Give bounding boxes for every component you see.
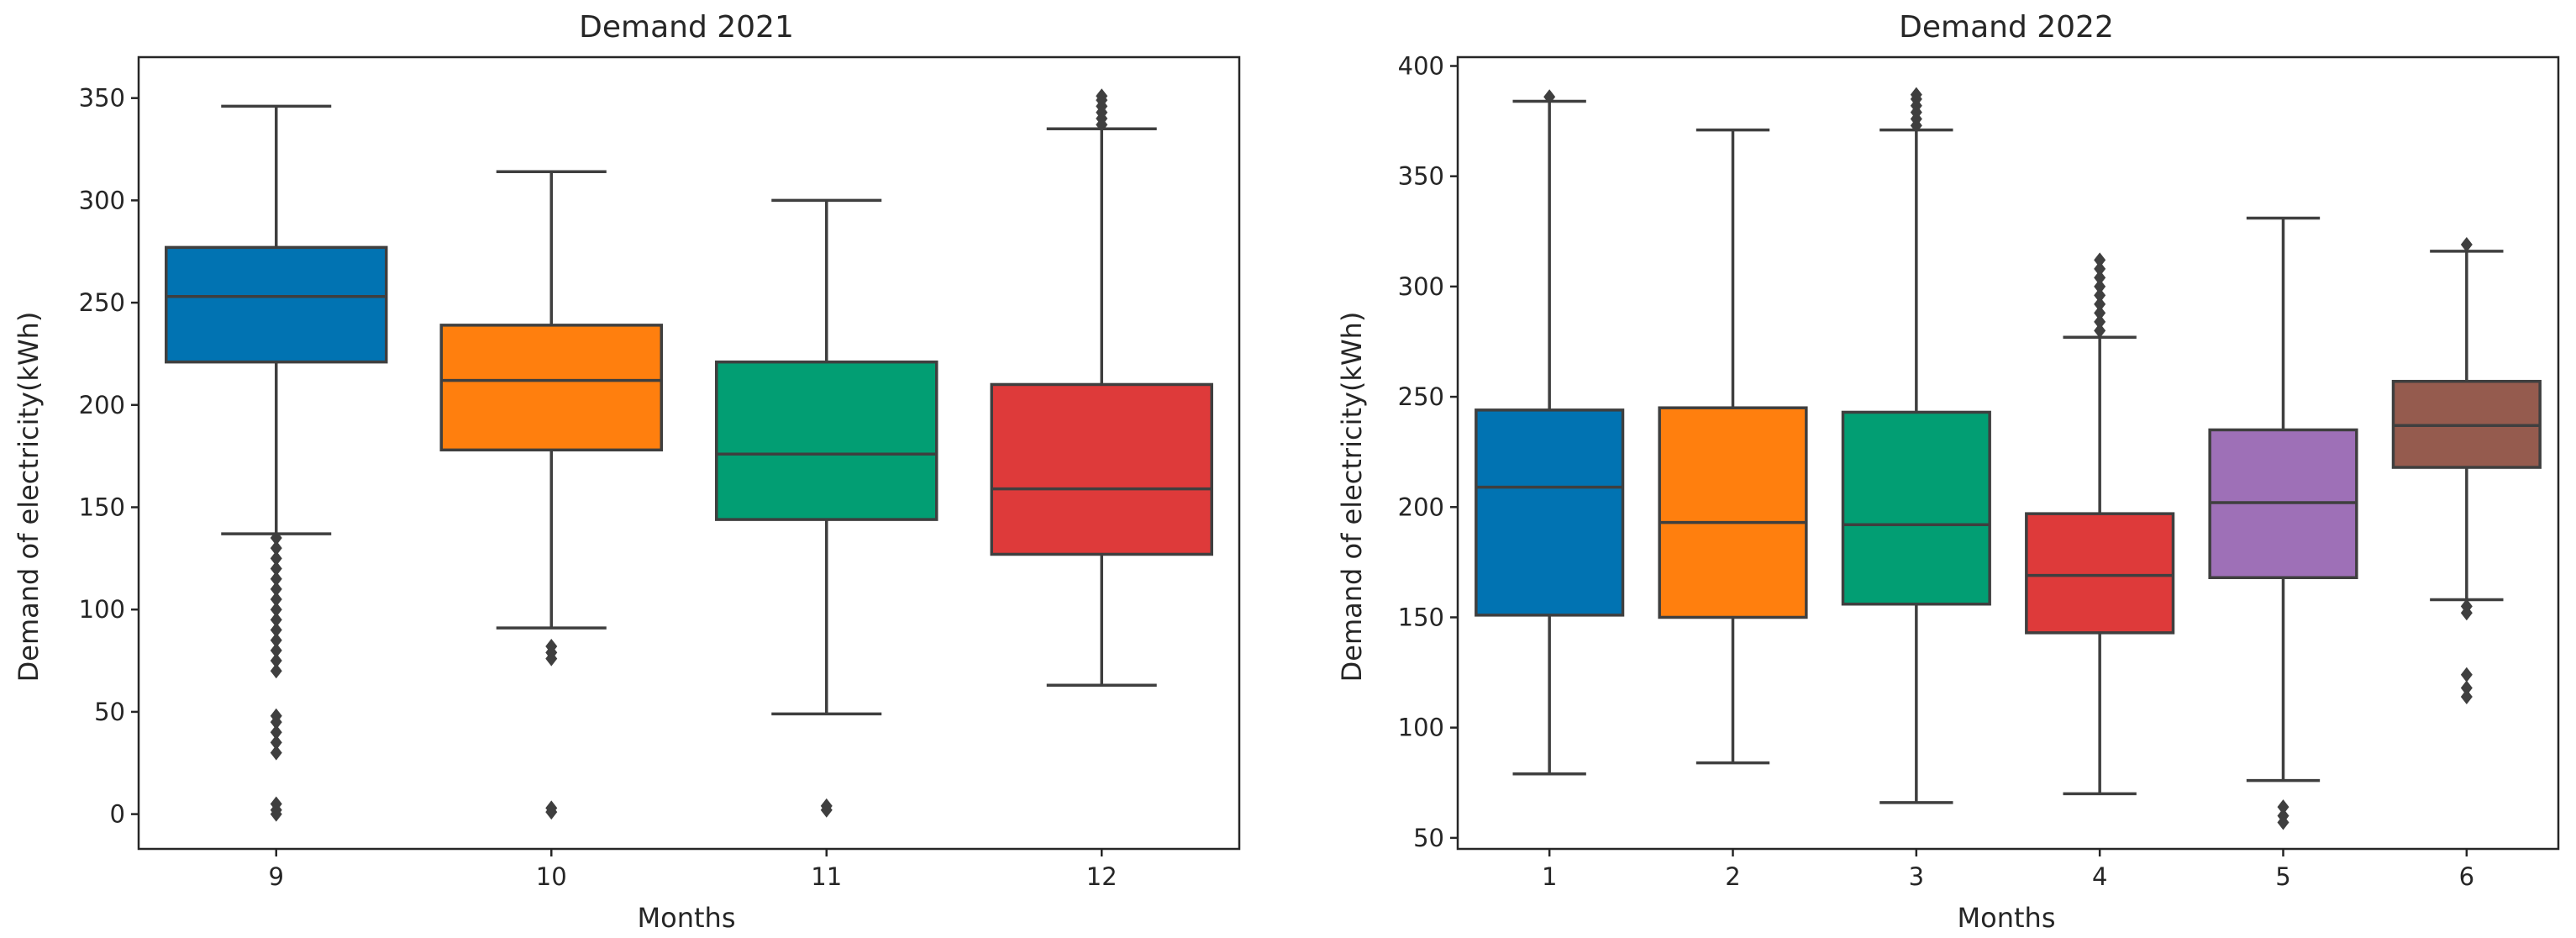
outlier-point: [270, 663, 282, 679]
outlier-point: [2277, 814, 2289, 830]
y-tick-label: 250: [79, 288, 125, 317]
box-month-4: [2025, 252, 2175, 796]
y-tick-label: 300: [1398, 272, 1444, 301]
box-iqr: [1658, 406, 1808, 619]
y-tick-label: 0: [110, 800, 125, 829]
outlier-point: [270, 581, 282, 597]
box-month-5: [2208, 216, 2358, 830]
y-tick-label: 100: [79, 595, 125, 624]
y-tick-label: 50: [1413, 824, 1444, 852]
box-iqr: [165, 245, 388, 364]
outlier-point: [820, 802, 833, 818]
outlier-point: [270, 571, 282, 587]
y-tick-label: 100: [1398, 714, 1444, 742]
y-tick-label: 50: [94, 698, 125, 726]
outlier-point: [2460, 605, 2473, 621]
x-tick-label: 2: [1725, 862, 1740, 891]
box-month-11: [715, 198, 938, 818]
outlier-point: [270, 561, 282, 577]
x-tick-label: 6: [2459, 862, 2474, 891]
box-month-1: [1475, 89, 1625, 776]
plot-area: 50 100 150 200 250 300 350 400 1 2 3 4 5 6: [1398, 51, 2560, 891]
y-tick-label: 150: [1398, 603, 1444, 631]
outlier-point: [270, 622, 282, 638]
x-tick-label: 3: [1909, 862, 1924, 891]
plot-frame: [1456, 55, 2560, 851]
outlier-point: [2094, 296, 2106, 312]
chart-demand-2021: Demand 2021 Months Demand of electricity…: [13, 10, 1241, 934]
plot-area: 0 50 100 150 200 250 300 350 9 10 11 12: [79, 55, 1241, 891]
x-tick-label: 12: [1086, 862, 1117, 891]
outlier-point: [545, 804, 558, 820]
outlier-point: [545, 651, 558, 667]
box-iqr: [439, 324, 663, 452]
box-month-6: [2391, 237, 2542, 704]
box-iqr: [1841, 410, 1991, 606]
outlier-point: [2094, 261, 2106, 277]
box-month-12: [990, 88, 1213, 688]
outlier-point: [270, 540, 282, 556]
y-tick-label: 400: [1398, 51, 1444, 80]
plot-frame: [137, 55, 1241, 851]
x-tick-label: 10: [536, 862, 567, 891]
outlier-point: [2460, 688, 2473, 704]
outlier-point: [270, 806, 282, 822]
x-axis-label: Months: [638, 902, 736, 934]
outlier-point: [2094, 278, 2106, 294]
outlier-point: [2094, 252, 2106, 268]
box-iqr: [715, 360, 938, 521]
outlier-point: [2460, 667, 2473, 682]
y-tick-label: 250: [1398, 382, 1444, 411]
outlier-point: [270, 551, 282, 566]
y-tick-label: 350: [79, 84, 125, 113]
outlier-point: [270, 592, 282, 608]
y-tick-label: 200: [79, 391, 125, 419]
y-axis-label: Demand of electricity(kWh): [13, 312, 45, 682]
chart-demand-2022: Demand 2022 Months Demand of electricity…: [1336, 10, 2560, 934]
box-month-10: [439, 170, 663, 820]
box-month-2: [1658, 128, 1808, 765]
chart-title: Demand 2021: [579, 10, 794, 45]
outlier-point: [270, 530, 282, 546]
outlier-point: [2094, 323, 2106, 339]
outlier-point: [1096, 88, 1108, 104]
x-tick-label: 1: [1542, 862, 1557, 891]
outlier-point: [270, 714, 282, 730]
box-iqr: [2025, 512, 2175, 635]
outlier-point: [270, 642, 282, 658]
x-tick-label: 9: [269, 862, 284, 891]
outlier-point: [1543, 89, 1556, 105]
outlier-point: [270, 735, 282, 751]
outlier-point: [270, 602, 282, 618]
box-month-9: [165, 104, 388, 822]
outlier-point: [2460, 237, 2473, 253]
box-iqr: [990, 382, 1213, 556]
outlier-point: [270, 745, 282, 761]
y-tick-label: 350: [1398, 162, 1444, 191]
x-tick-label: 4: [2092, 862, 2107, 891]
outlier-point: [2460, 680, 2473, 696]
outlier-point: [2277, 799, 2289, 815]
outlier-point: [2094, 270, 2106, 286]
outlier-point: [2094, 305, 2106, 321]
outlier-point: [2094, 287, 2106, 303]
x-axis-label: Months: [1958, 902, 2056, 934]
outlier-point: [270, 632, 282, 648]
x-tick-label: 5: [2275, 862, 2290, 891]
y-axis-label: Demand of electricity(kWh): [1336, 312, 1368, 682]
y-tick-label: 300: [79, 186, 125, 214]
y-tick-label: 150: [79, 493, 125, 522]
x-tick-label: 11: [811, 862, 842, 891]
outlier-point: [270, 612, 282, 628]
y-tick-label: 200: [1398, 493, 1444, 521]
box-iqr: [1475, 408, 1625, 617]
outlier-point: [270, 725, 282, 740]
outlier-point: [2094, 314, 2106, 329]
outlier-point: [270, 653, 282, 669]
box-month-3: [1841, 87, 1991, 804]
outlier-point: [1910, 87, 1922, 103]
chart-title: Demand 2022: [1899, 10, 2114, 45]
